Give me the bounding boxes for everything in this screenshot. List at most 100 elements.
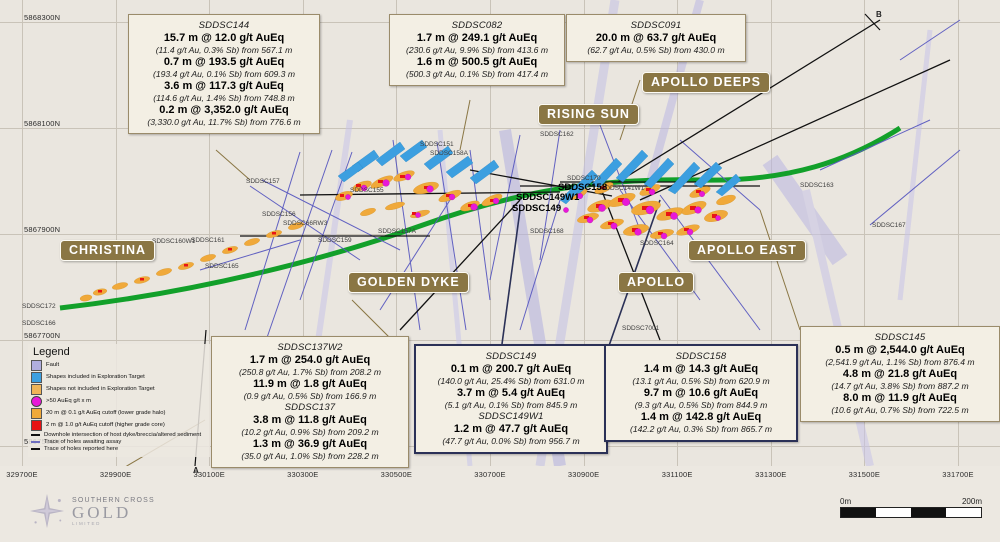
hole-label: SDDSC159 [318, 237, 352, 244]
callout-hole-id: SDDSC149 [485, 351, 537, 362]
callout-intercept-main: 9.7 m @ 10.6 g/t AuEq [643, 387, 759, 399]
hole-label: SDDSC155 [350, 187, 384, 194]
gridline-vertical [770, 0, 772, 466]
callout-intercept-detail: (250.8 g/t Au, 1.7% Sb) from 208.2 m [238, 367, 382, 377]
legend-item: >50 AuEq g/t x m [31, 396, 207, 407]
prospect-tag-apollo[interactable]: APOLLO [618, 272, 695, 293]
callout-intercept-detail: (62.7 g/t Au, 0.5% Sb) from 430.0 m [587, 45, 725, 55]
prospect-tag-christina[interactable]: CHRISTINA [60, 240, 156, 261]
legend-item-label: Trace of holes reported here [44, 446, 119, 453]
gridline-vertical [115, 0, 117, 466]
legend: Legend Fault Shapes included in Explorati… [28, 344, 210, 457]
hole-label: SDDSC160W1 [152, 238, 196, 245]
legend-item: Trace of holes reported here [31, 446, 207, 452]
legend-item-label: 2 m @ 1.0 g/t AuEq cutoff (higher grade … [46, 422, 165, 429]
prospect-tag-golden-dyke[interactable]: GOLDEN DYKE [348, 272, 469, 293]
hole-label: SDDSC163 [800, 182, 834, 189]
hole-traces-reported [240, 19, 951, 341]
legend-item: Fault [31, 360, 207, 371]
callout-sddsc137w2[interactable]: SDDSC137W2 1.7 m @ 254.0 g/t AuEq (250.8 g… [211, 336, 409, 468]
northing-tick-label: 5867700N [24, 331, 61, 340]
hole-label-highlighted: SDDSC158 [558, 182, 608, 193]
hole-label: SDDSC161 [191, 237, 225, 244]
callout-sddsc149[interactable]: SDDSC149 0.1 m @ 200.7 g/t AuEq (140.0 g/t… [414, 344, 608, 454]
callout-intercept-detail: (230.6 g/t Au, 9.9% Sb) from 413.6 m [405, 45, 549, 55]
easting-tick-label: 329900E [99, 470, 132, 479]
callout-intercept-main: 11.9 m @ 1.8 g/t AuEq [253, 378, 367, 390]
prospect-tag-rising-sun[interactable]: RISING SUN [538, 104, 639, 125]
callout-intercept-main: 3.6 m @ 117.3 g/t AuEq [164, 80, 284, 92]
callout-sddsc145[interactable]: SDDSC145 0.5 m @ 2,544.0 g/t AuEq (2,541.9… [800, 326, 1000, 422]
callout-sddsc144[interactable]: SDDSC144 15.7 m @ 12.0 g/t AuEq (11.4 g/t … [128, 14, 320, 134]
legend-line-swatch [31, 448, 40, 451]
callout-hole-id: SDDSC144 [198, 20, 250, 31]
legend-color-swatch [31, 384, 42, 395]
star-icon [29, 493, 65, 529]
callout-sddsc082[interactable]: SDDSC082 1.7 m @ 249.1 g/t AuEq (230.6 g/t… [389, 14, 565, 86]
easting-tick-label: 331500E [848, 470, 881, 479]
callout-intercept-main: 1.7 m @ 249.1 g/t AuEq [416, 32, 538, 44]
legend-item-label: Trace of holes awaiting assay [44, 439, 122, 446]
hole-label: SDDSC162 [540, 131, 574, 138]
legend-color-swatch [31, 420, 42, 431]
callout-intercept-detail: (10.6 g/t Au, 0.7% Sb) from 722.5 m [831, 405, 969, 415]
scale-bar: 0m 200m [840, 497, 982, 518]
hole-label: SDDSC164 [640, 240, 674, 247]
easting-tick-label: 330500E [380, 470, 413, 479]
legend-item-label: Shapes not included in Exploration Targe… [46, 386, 155, 393]
callout-intercept-detail: (47.7 g/t Au, 0.0% Sb) from 956.7 m [442, 436, 580, 446]
legend-line-swatch [31, 441, 40, 444]
callout-hole-id: SDDSC158 [675, 351, 727, 362]
hole-label: SDDSC141W1 [601, 185, 645, 192]
callout-intercept-main: 1.4 m @ 142.8 g/t AuEq [640, 411, 762, 423]
section-marker-b: B [876, 10, 882, 19]
hole-label: SDDSC157 [246, 178, 280, 185]
legend-item: Shapes included in Exploration Target [31, 372, 207, 383]
hole-label: SDDSC167 [872, 222, 906, 229]
legend-title: Legend [33, 346, 70, 358]
callout-intercept-main: 0.7 m @ 193.5 g/t AuEq [163, 56, 285, 68]
mineralisation-apollo [559, 149, 742, 240]
callout-hole-id: SDDSC137W2 [277, 342, 343, 353]
callout-intercept-main: 20.0 m @ 63.7 g/t AuEq [595, 32, 717, 44]
hole-label: SDDSC157A [378, 228, 416, 235]
callout-intercept-detail: (5.1 g/t Au, 0.1% Sb) from 845.9 m [444, 400, 578, 410]
hole-label: SDDSC158A [430, 150, 468, 157]
gridline-vertical [22, 0, 23, 466]
callout-intercept-detail: (142.2 g/t Au, 0.3% Sb) from 865.7 m [629, 424, 773, 434]
northing-tick-label: 5868300N [24, 13, 61, 22]
gridline-vertical [490, 0, 491, 466]
easting-tick-label: 330900E [567, 470, 600, 479]
callout-intercept-main: 15.7 m @ 12.0 g/t AuEq [163, 32, 285, 44]
northing-tick-label: 5868100N [24, 119, 61, 128]
callout-intercept-detail: (193.4 g/t Au, 0.1% Sb) from 609.3 m [152, 69, 296, 79]
easting-tick-label: 329700E [6, 470, 38, 479]
callout-intercept-detail: (114.6 g/t Au, 1.4% Sb) from 748.8 m [153, 93, 295, 103]
callout-intercept-detail: (35.0 g/t Au, 1.0% Sb) from 228.2 m [241, 451, 379, 461]
hole-label: SDDSC165 [205, 263, 239, 270]
legend-item-label: >50 AuEq g/t x m [46, 398, 92, 405]
prospect-tag-apollo-deeps[interactable]: APOLLO DEEPS [642, 72, 770, 93]
northing-tick-label: 5867900N [24, 225, 61, 234]
callout-intercept-detail: (13.1 g/t Au, 0.5% Sb) from 620.9 m [632, 376, 770, 386]
legend-item-label: Downhole intersection of host dyke/brecc… [44, 432, 202, 438]
callout-intercept-main: 1.2 m @ 47.7 g/t AuEq [453, 423, 569, 435]
callout-intercept-detail: (500.3 g/t Au, 0.1% Sb) from 417.4 m [405, 69, 549, 79]
callout-intercept-main: 0.2 m @ 3,352.0 g/t AuEq [159, 104, 289, 116]
legend-item: 20 m @ 0.1 g/t AuEq cutoff (lower grade … [31, 408, 207, 419]
logo-line-2: GOLD [72, 502, 132, 522]
hole-label-highlighted: SDDSC149W1 [516, 192, 580, 203]
hole-label: SDDSC168 [530, 228, 564, 235]
mineralisation-christina [79, 222, 304, 302]
prospect-tag-apollo-east[interactable]: APOLLO EAST [688, 240, 806, 261]
callout-sddsc091[interactable]: SDDSC091 20.0 m @ 63.7 g/t AuEq (62.7 g/t … [566, 14, 746, 62]
gridline-horizontal [0, 340, 1000, 341]
callout-sddsc158[interactable]: SDDSC158 1.4 m @ 14.3 g/t AuEq (13.1 g/t A… [604, 344, 798, 442]
hole-label: SDDSC166 [22, 320, 56, 327]
easting-tick-label: 331700E [942, 470, 974, 479]
hole-label: SDDSC66RW3 [283, 220, 328, 227]
surface-trace-green [59, 125, 902, 311]
legend-line-swatch [31, 434, 40, 437]
scale-left-label: 0m [840, 497, 852, 506]
